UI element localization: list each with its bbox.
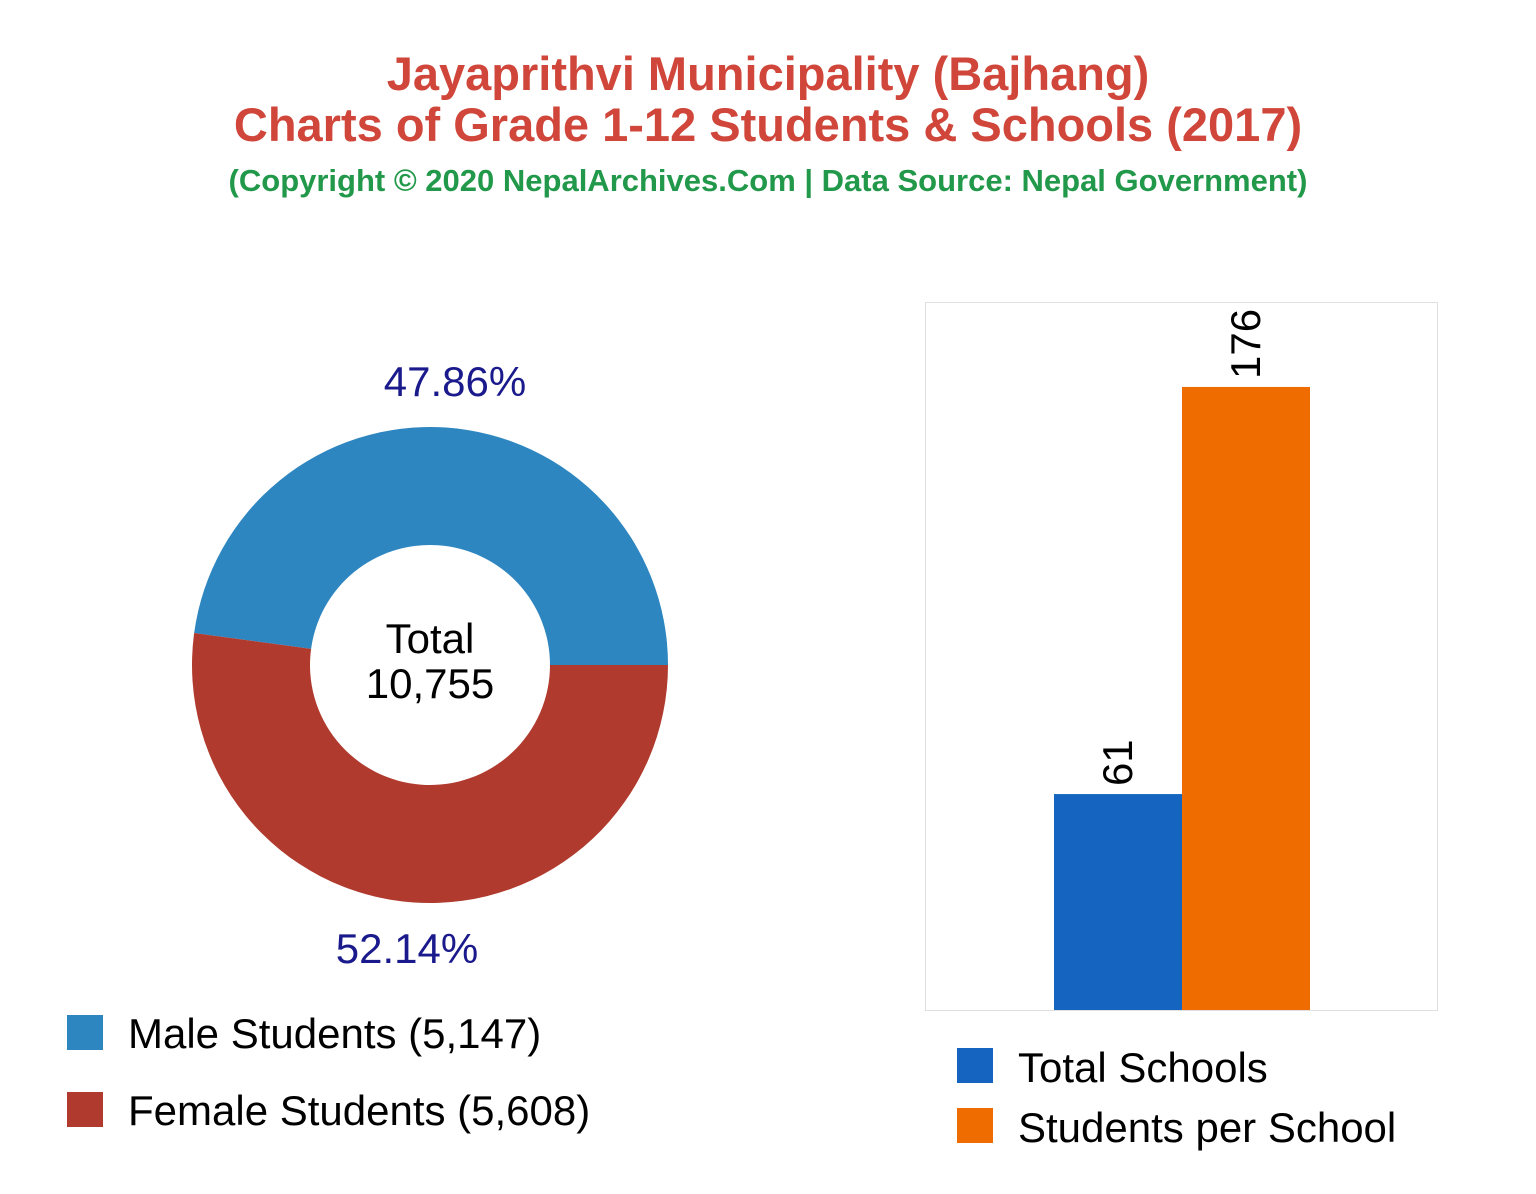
female-percent-label: 52.14% xyxy=(336,925,478,972)
chart-title-line1: Jayaprithvi Municipality (Bajhang) xyxy=(387,47,1150,100)
legend-swatch-students-per-school xyxy=(957,1108,993,1143)
donut-slice-male xyxy=(194,426,669,665)
male-percent-label: 47.86% xyxy=(384,358,526,405)
donut-center-total: 10,755 xyxy=(366,660,494,707)
chart-title-line2: Charts of Grade 1-12 Students & Schools … xyxy=(234,98,1302,151)
legend-swatch-total-schools xyxy=(957,1048,993,1083)
legend-swatch-female xyxy=(67,1092,103,1127)
chart-subtitle: (Copyright © 2020 NepalArchives.Com | Da… xyxy=(229,163,1308,198)
bar-students-per-school xyxy=(1182,386,1310,1011)
donut-slice-female xyxy=(192,633,668,903)
legend-swatch-male xyxy=(67,1015,103,1050)
donut-center-label: Total xyxy=(386,615,475,662)
bar-data-label: 176 xyxy=(1222,309,1269,379)
donut-chart xyxy=(192,426,669,903)
legend-label-students-per-school: Students per School xyxy=(1018,1104,1396,1151)
legend-label-male: Male Students (5,147) xyxy=(128,1010,541,1057)
bar-total-schools xyxy=(1054,794,1182,1010)
bar-plot-frame xyxy=(925,302,1438,1011)
bar-data-label: 61 xyxy=(1094,739,1141,786)
legend-label-female: Female Students (5,608) xyxy=(128,1087,590,1134)
legend-label-total-schools: Total Schools xyxy=(1018,1044,1268,1091)
bar-chart: 61 176 xyxy=(1054,309,1310,1011)
